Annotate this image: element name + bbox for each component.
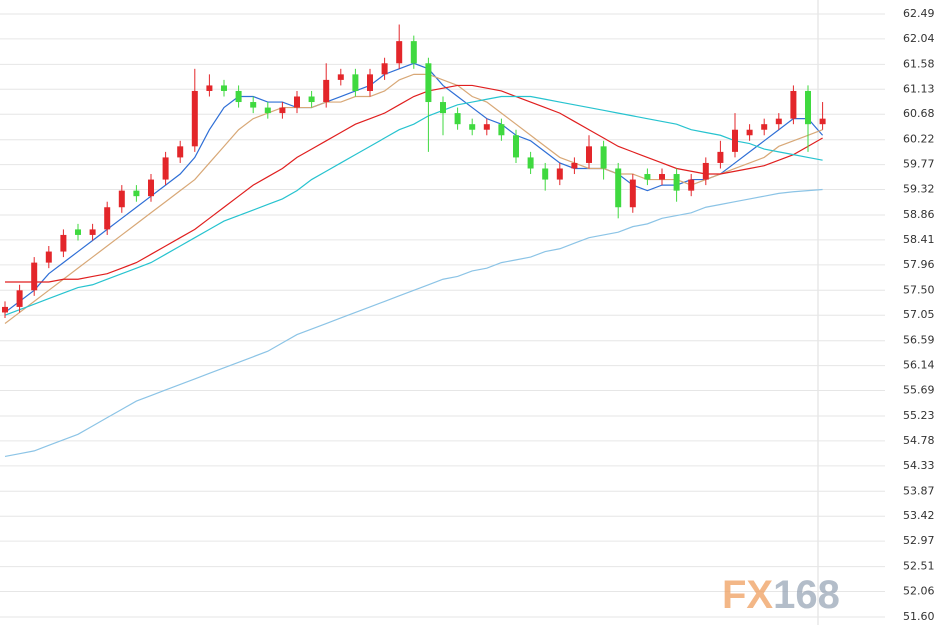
candle-body (440, 102, 446, 114)
candle-body (746, 129, 753, 136)
candle-body (337, 74, 344, 80)
watermark-168: 168 (773, 573, 840, 617)
candle-body (644, 174, 651, 180)
watermark-fx: FX (722, 573, 773, 617)
candle-body (717, 151, 724, 163)
candle-body (367, 74, 373, 91)
y-tick-label: 60.68 (903, 107, 935, 120)
candle-body (31, 262, 38, 291)
candle-body (702, 162, 709, 180)
y-tick-label: 52.97 (903, 534, 935, 547)
candle-body (775, 118, 782, 125)
y-tick-label: 60.22 (903, 133, 935, 146)
y-tick-label: 51.60 (903, 610, 935, 623)
y-tick-label: 57.05 (903, 308, 935, 321)
candle-body (600, 146, 607, 169)
y-tick-label: 59.32 (903, 183, 935, 196)
y-tick-label: 56.59 (903, 334, 935, 347)
y-tick-label: 57.50 (903, 283, 935, 296)
candle-body (308, 96, 315, 103)
y-tick-label: 53.42 (903, 509, 935, 522)
candle-body (556, 168, 563, 180)
candle-body (381, 63, 388, 75)
y-tick-label: 52.06 (903, 585, 935, 598)
moving-average (4, 95, 823, 316)
candle-body (673, 174, 680, 191)
candle-body (571, 162, 578, 169)
candle-body (542, 168, 549, 180)
y-tick-label: 59.77 (903, 158, 935, 171)
candle-body (148, 179, 154, 197)
candle-body (805, 90, 811, 125)
candle-body (279, 107, 286, 114)
candle-body (323, 79, 330, 103)
moving-average (4, 188, 823, 458)
candle-body (60, 234, 67, 252)
candle-body (16, 290, 23, 307)
candle-body (761, 124, 768, 130)
candle-body (629, 179, 636, 208)
moving-average (5, 84, 823, 283)
y-tick-label: 58.41 (903, 233, 935, 246)
y-tick-label: 53.87 (903, 484, 935, 497)
candle-body (177, 146, 184, 158)
candle-body (206, 85, 213, 91)
candle-body (352, 74, 359, 91)
candle-body (250, 102, 257, 108)
candle-body (264, 107, 271, 114)
candle-body (396, 41, 403, 64)
candle-body (425, 63, 432, 103)
candle-body (469, 124, 476, 130)
candle-body (410, 41, 417, 64)
moving-average (4, 73, 823, 325)
candle-body (191, 90, 198, 147)
candle-body (89, 229, 96, 235)
watermark: FX168 (722, 573, 840, 617)
candle-body (659, 174, 665, 180)
candle-body (118, 190, 125, 208)
y-tick-label: 55.23 (903, 409, 935, 422)
y-tick-label: 62.04 (903, 32, 935, 45)
candle-body (294, 96, 300, 108)
candle-body (133, 190, 140, 197)
y-tick-label: 61.13 (903, 82, 935, 95)
y-tick-label: 55.69 (903, 384, 935, 397)
candle-body (790, 90, 797, 119)
candle-body (819, 118, 826, 125)
candle-body (732, 129, 738, 152)
candle-body (615, 168, 622, 208)
candle-body (688, 179, 695, 191)
y-tick-label: 52.51 (903, 560, 935, 573)
y-tick-label: 54.78 (903, 434, 935, 447)
candle-body (483, 124, 490, 130)
candle-body (498, 124, 505, 136)
y-tick-label: 58.86 (903, 208, 935, 221)
candle-body (454, 113, 461, 125)
candle-body (104, 207, 111, 230)
candle-body (221, 85, 227, 91)
y-tick-label: 56.14 (903, 359, 935, 372)
candle-body (586, 146, 592, 163)
candle-body (162, 157, 169, 180)
y-tick-label: 54.33 (903, 459, 935, 472)
candle-body (45, 251, 52, 263)
candle-body (235, 90, 242, 103)
y-tick-label: 57.96 (903, 258, 935, 271)
candle-body (2, 306, 8, 313)
y-tick-label: 62.49 (903, 7, 935, 20)
candle-body (513, 135, 519, 158)
candle-body (75, 229, 81, 235)
candle-body (527, 157, 534, 169)
y-tick-label: 61.58 (903, 57, 935, 70)
